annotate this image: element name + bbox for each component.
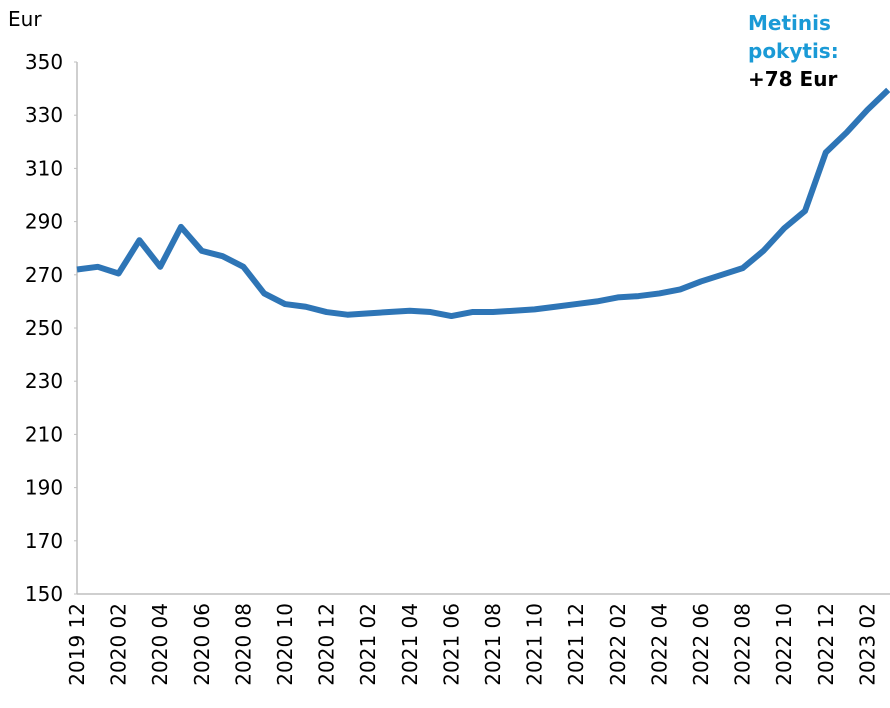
x-tick-label: 2020 04 bbox=[148, 603, 172, 686]
x-tick-label: 2021 12 bbox=[564, 603, 588, 686]
annotation: Metinis bbox=[748, 11, 831, 35]
x-tick-label: 2021 02 bbox=[356, 603, 380, 686]
x-tick-label: 2020 12 bbox=[315, 603, 339, 686]
y-tick-label: 310 bbox=[25, 156, 63, 180]
y-tick-label: 330 bbox=[25, 103, 63, 127]
annotation-value: +78 Eur bbox=[748, 67, 837, 91]
y-tick-label: 210 bbox=[25, 422, 63, 446]
x-tick-label: 2021 10 bbox=[523, 603, 547, 686]
y-tick-label: 150 bbox=[25, 582, 63, 606]
y-tick-label: 290 bbox=[25, 210, 63, 234]
x-tick-label: 2022 10 bbox=[772, 603, 796, 686]
x-tick-label: 2021 06 bbox=[439, 603, 463, 686]
x-tick-label: 2020 02 bbox=[107, 603, 131, 686]
x-tick-label: 2020 08 bbox=[231, 603, 255, 686]
x-tick-label: 2022 06 bbox=[689, 603, 713, 686]
line-series bbox=[76, 87, 890, 320]
annotation: pokytis: bbox=[748, 39, 839, 63]
x-tick-label: 2020 10 bbox=[273, 603, 297, 686]
y-tick-label: 250 bbox=[25, 316, 63, 340]
x-tick-label: 2022 02 bbox=[606, 603, 630, 686]
x-tick-label: 2023 02 bbox=[855, 603, 879, 686]
x-tick-label: 2021 08 bbox=[481, 603, 505, 686]
y-tick-label: 350 bbox=[25, 50, 63, 74]
x-tick-label: 2022 04 bbox=[647, 603, 671, 686]
x-tick-label: 2021 04 bbox=[398, 603, 422, 686]
y-tick-label: 230 bbox=[25, 369, 63, 393]
x-tick-label: 2022 08 bbox=[731, 603, 755, 686]
x-tick-label: 2019 12 bbox=[65, 603, 89, 686]
x-tick-label: 2020 06 bbox=[190, 603, 214, 686]
y-tick-label: 170 bbox=[25, 529, 63, 553]
y-tick-label: 270 bbox=[25, 263, 63, 287]
x-tick-label: 2022 12 bbox=[814, 603, 838, 686]
y-axis-label: Eur bbox=[8, 7, 42, 31]
y-tick-label: 190 bbox=[25, 476, 63, 500]
